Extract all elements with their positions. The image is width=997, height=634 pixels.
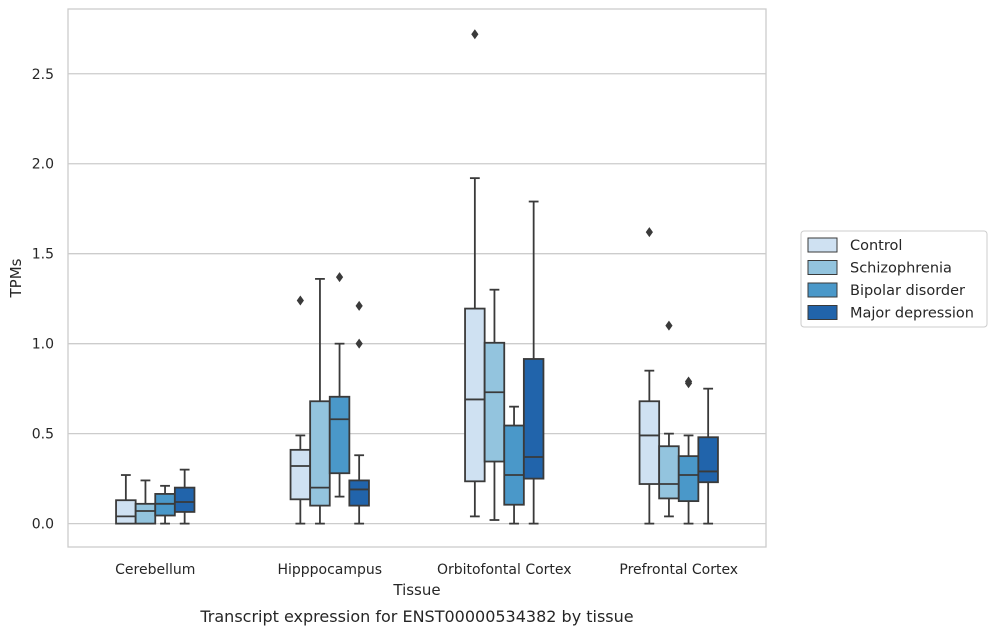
box — [697, 387, 719, 525]
box-iqr — [697, 436, 719, 484]
chart-caption: Transcript expression for ENST0000053438… — [199, 607, 633, 626]
outlier-point — [355, 300, 363, 311]
y-axis-label: TPMs — [7, 258, 25, 298]
outlier-point — [645, 227, 653, 238]
box — [658, 320, 680, 518]
outlier-point — [684, 376, 693, 387]
y-tick-label: 0.0 — [32, 517, 54, 533]
plot-frame — [67, 8, 767, 548]
outlier-point — [665, 320, 673, 331]
legend-swatch — [807, 305, 838, 320]
legend-swatch — [807, 237, 838, 253]
box-iqr — [309, 400, 331, 507]
legend-label: Bipolar disorder — [850, 283, 965, 299]
box — [522, 200, 545, 525]
box-iqr — [658, 445, 680, 500]
box-iqr — [522, 358, 545, 480]
x-tick-label: Cerebellum — [115, 562, 195, 578]
box-iqr — [115, 499, 137, 525]
box — [309, 277, 331, 525]
box-plot-series — [115, 29, 719, 525]
x-tick-label: Orbitofontal Cortex — [437, 562, 572, 578]
box-iqr — [173, 486, 196, 513]
outlier-point — [335, 272, 344, 283]
box-iqr — [464, 307, 486, 483]
outlier-point — [471, 29, 479, 40]
box-iqr — [483, 341, 506, 463]
x-tick-label: Hipppocampus — [277, 562, 382, 578]
legend-label: Control — [850, 238, 902, 254]
box — [503, 405, 525, 525]
box — [134, 479, 157, 525]
x-tick-labels: Cerebellum Hipppocampus Orbitofontal Corte… — [115, 562, 738, 578]
legend-swatch — [807, 260, 838, 275]
legend-label: Major depression — [850, 306, 974, 322]
outlier-point — [355, 338, 363, 349]
box-iqr — [348, 479, 370, 507]
box — [483, 288, 506, 521]
legend: Control Schizophrenia Bipolar disorder Majo… — [800, 230, 988, 328]
y-tick-label: 2.0 — [32, 157, 54, 173]
box — [348, 300, 370, 525]
outlier-point — [296, 295, 304, 306]
box — [115, 474, 137, 525]
x-axis-label: Tissue — [392, 581, 440, 599]
x-tick-label: Prefrontal Cortex — [619, 562, 738, 578]
legend-frame — [800, 230, 988, 328]
legend-label: Schizophrenia — [850, 261, 952, 277]
y-tick-labels: 0.0 0.5 1.0 1.5 2.0 2.5 — [32, 67, 54, 533]
box — [638, 227, 661, 525]
box-iqr — [638, 400, 661, 485]
box-iqr — [503, 424, 525, 506]
box — [677, 376, 700, 525]
box-iqr — [134, 502, 157, 525]
box — [173, 468, 196, 525]
box — [328, 272, 351, 498]
box-iqr — [289, 448, 312, 501]
y-tick-label: 1.5 — [32, 247, 54, 263]
box — [464, 29, 486, 518]
y-tick-label: 2.5 — [32, 67, 54, 83]
box-iqr — [328, 395, 351, 475]
y-tick-label: 1.0 — [32, 337, 54, 353]
y-tick-label: 0.5 — [32, 427, 54, 443]
box — [154, 484, 176, 525]
legend-swatch — [807, 282, 838, 298]
box-iqr — [677, 455, 700, 503]
box — [289, 295, 312, 525]
